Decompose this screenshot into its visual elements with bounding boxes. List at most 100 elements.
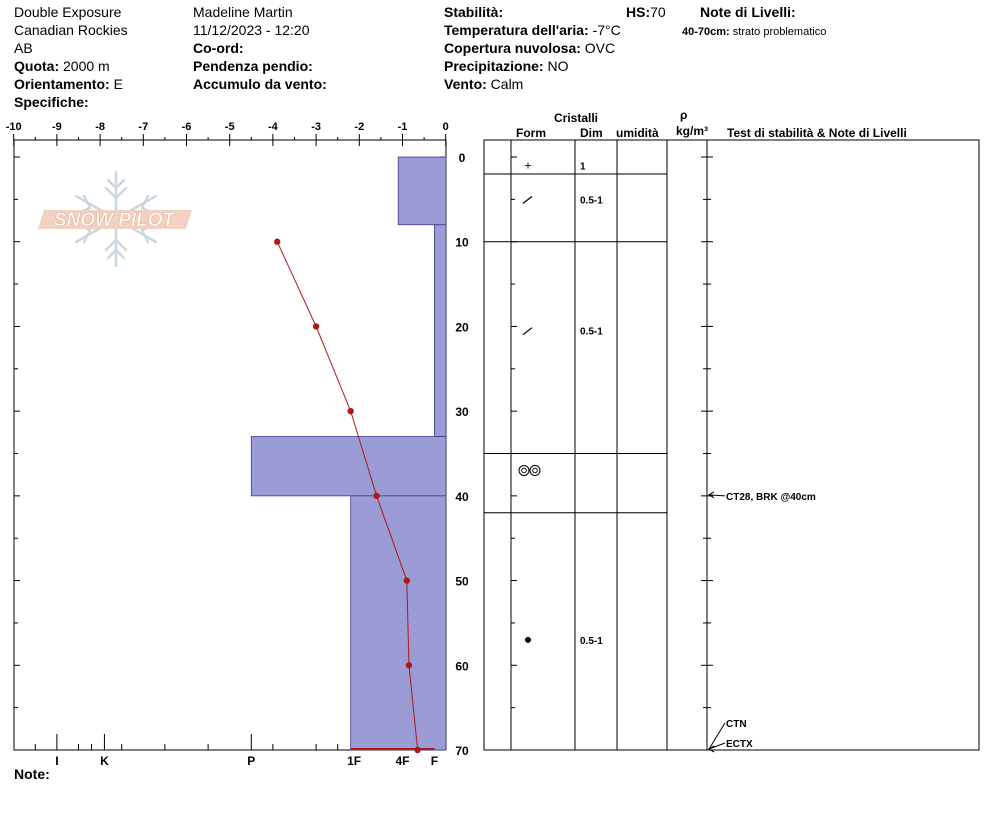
wind-label: Vento: [444,76,487,92]
aspect: Orientamento: E [14,76,123,92]
stability-test-label: ECTX [726,739,753,750]
depth-tick-label: 30 [455,405,469,419]
crystal-dim-label: 0.5-1 [580,327,603,338]
hardness-tick-label: 4F [395,754,409,768]
observer-name: Madeline Martin [193,4,293,20]
crystal-form-symbol [525,636,531,643]
depth-tick-label: 20 [455,320,469,334]
layer-note: 40-70cm: strato problematico [682,24,826,40]
wind-loading-label: Accumulo da vento: [193,76,327,92]
hardness-tick-label: P [247,754,255,768]
precipitation-label: Precipitazione: [444,58,544,74]
temp-tick-label: -3 [311,121,321,133]
temp-tick-label: -4 [268,121,279,133]
stability-test-pointer [708,742,726,750]
temperature-point [312,323,320,330]
form-header: Form [516,126,546,140]
hardness-tick-label: 1F [347,754,361,768]
crystal-form-symbol [518,464,530,476]
air-temp-value: -7°C [592,22,621,38]
temperature-point [373,492,380,500]
slope-label: Pendenza pendio: [193,58,313,74]
temp-tick-label: -2 [354,121,364,133]
temp-tick-label: -9 [52,121,62,133]
temp-tick-label: -1 [398,121,408,133]
depth-tick-label: 60 [455,659,469,673]
elevation-value: 2000 m [63,58,110,74]
temperature-point [405,662,413,669]
snow-height: HS:70 [626,4,666,20]
hardness-tick-label: K [100,754,109,768]
temp-tick-label: -7 [138,121,148,133]
depth-tick-label: 50 [455,575,469,589]
temperature-point [274,238,281,245]
crystal-form-symbol [532,467,538,474]
crystal-dim-label: 0.5-1 [580,195,603,206]
depth-tick-label: 0 [459,151,466,165]
precipitation-value: NO [547,58,569,74]
hardness-tick-label: I [55,754,58,768]
hardness-layer [397,156,447,226]
range-name: Canadian Rockies [14,22,128,38]
observation-datetime: 11/12/2023 - 12:20 [193,22,310,38]
stability-test-pointer [708,494,726,497]
temp-tick-label: -6 [182,121,192,133]
moisture-header: umidità [616,126,659,140]
notes-label: Note: [14,766,50,782]
wind: Vento: Calm [444,76,523,92]
hardness-layer [350,495,447,751]
density-symbol: ρ [680,108,688,122]
dim-header: Dim [580,126,603,140]
temperature-point [347,407,354,415]
elevation: Quota: 2000 m [14,58,110,74]
temp-tick-label: -5 [225,121,235,133]
aspect-value: E [113,76,123,92]
depth-tick-label: 70 [455,744,469,758]
hardness-layer [434,224,447,437]
temperature-point [403,577,411,584]
layer-note-text: strato problematico [732,26,827,38]
aspect-label: Orientamento: [14,76,110,92]
crystal-dim-label: 0.5-1 [580,636,603,647]
temp-tick-label: 0 [443,121,449,133]
stability-test-label: CTN [726,719,747,730]
crystal-form-symbol: + [524,158,531,172]
coord-label: Co-ord: [193,40,244,56]
air-temp-label: Temperatura dell'aria: [444,22,589,38]
table-frame [483,139,980,751]
crystal-form-symbol [522,195,533,204]
location-name: Double Exposure [14,4,122,20]
cloud-cover: Copertura nuvolosa: OVC [444,40,615,56]
specifics-label: Specifiche: [14,94,89,110]
stability-test-label: CT28, BRK @40cm [726,492,816,503]
precipitation: Precipitazione: NO [444,58,568,74]
snow-height-label: HS: [626,4,651,20]
stability-tests-header: Test di stabilità & Note di Livelli [727,126,907,140]
snowpilot-logo: SNOW PILOT [38,170,192,268]
cloud-cover-value: OVC [584,40,616,56]
hardness-tick-label: F [431,754,438,768]
layer-notes-label: Note di Livelli: [700,4,796,20]
logo-text: SNOW PILOT [54,210,176,231]
logo-banner [38,210,192,229]
cloud-cover-label: Copertura nuvolosa: [444,40,581,56]
temp-tick-label: -8 [95,121,105,133]
snow-height-value: 70 [650,4,666,20]
elevation-label: Quota: [14,58,60,74]
stability-label: Stabilità: [444,4,504,20]
stability-test-arrow [708,491,715,499]
stability-test-pointer [708,722,726,750]
province-name: AB [14,40,33,56]
stability-test-arrow [708,745,715,753]
density-unit: kg/m³ [676,124,709,138]
hardness-layer [250,436,447,497]
depth-tick-label: 10 [455,236,469,250]
temp-tick-label: -10 [6,121,22,133]
crystal-form-symbol [522,327,533,336]
crystals-header: Cristalli [554,111,599,125]
crystal-form-symbol [521,467,527,474]
layer-note-range: 40-70cm: [682,26,730,38]
wind-value: Calm [490,76,524,92]
crystal-dim-label: 1 [580,161,586,172]
